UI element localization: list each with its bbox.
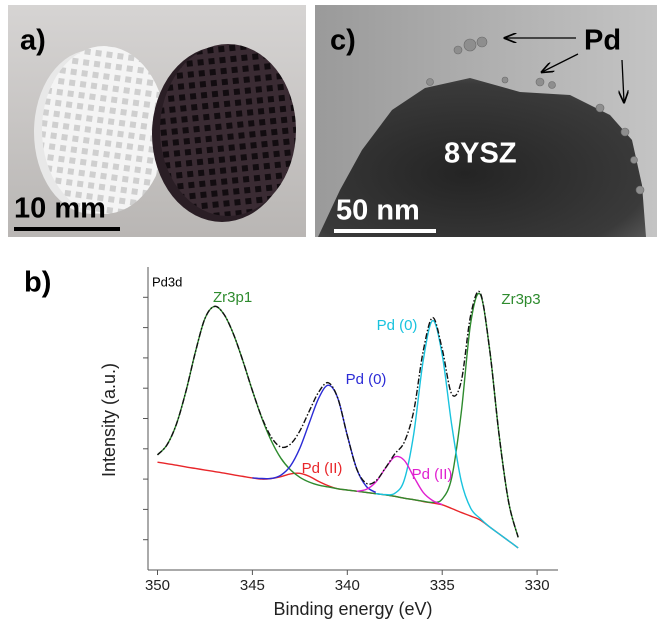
dark-scaffold — [160, 44, 296, 216]
x-tick-label: 335 — [430, 577, 455, 594]
x-tick-label: 340 — [335, 577, 360, 594]
scale-bar-label: 10 mm — [14, 193, 106, 225]
x-tick-label: 330 — [525, 577, 550, 594]
spectrum-line — [157, 291, 518, 537]
peak-annotation: Pd (0) — [346, 371, 387, 388]
figure: a) 10 mm c) Pd 8YSZ 50 nm b) Binding ene… — [0, 0, 662, 628]
white-scaffold — [42, 46, 166, 214]
spectrum-line — [157, 293, 518, 537]
peak-annotation: Zr3p1 — [213, 289, 252, 306]
peak-annotation: Pd (II) — [302, 460, 343, 477]
ysz-label: 8YSZ — [444, 138, 517, 170]
x-tick-label: 350 — [145, 577, 170, 594]
panel-label: b) — [24, 267, 51, 299]
y-axis-title: Intensity (a.u.) — [99, 363, 119, 477]
spectrum-line — [376, 321, 518, 548]
panel-a: a) 10 mm — [8, 5, 306, 237]
x-tick-label: 345 — [240, 577, 265, 594]
panel-label: c) — [330, 25, 356, 57]
panel-c: c) Pd 8YSZ 50 nm — [315, 5, 657, 237]
peak-annotation: Pd (II) — [412, 466, 453, 483]
peak-annotation: Zr3p3 — [501, 291, 540, 308]
peak-annotation: Pd3d — [152, 274, 182, 289]
x-axis-title: Binding energy (eV) — [273, 599, 432, 619]
peak-annotation: Pd (0) — [377, 317, 418, 334]
pd-label: Pd — [584, 25, 621, 57]
page: a) 10 mm c) Pd 8YSZ 50 nm b) Binding ene… — [0, 0, 662, 628]
scale-bar-label: 50 nm — [336, 195, 420, 227]
panel-label: a) — [20, 25, 46, 57]
xps-chart: b) Binding energy (eV) Intensity (a.u.) … — [24, 267, 558, 619]
